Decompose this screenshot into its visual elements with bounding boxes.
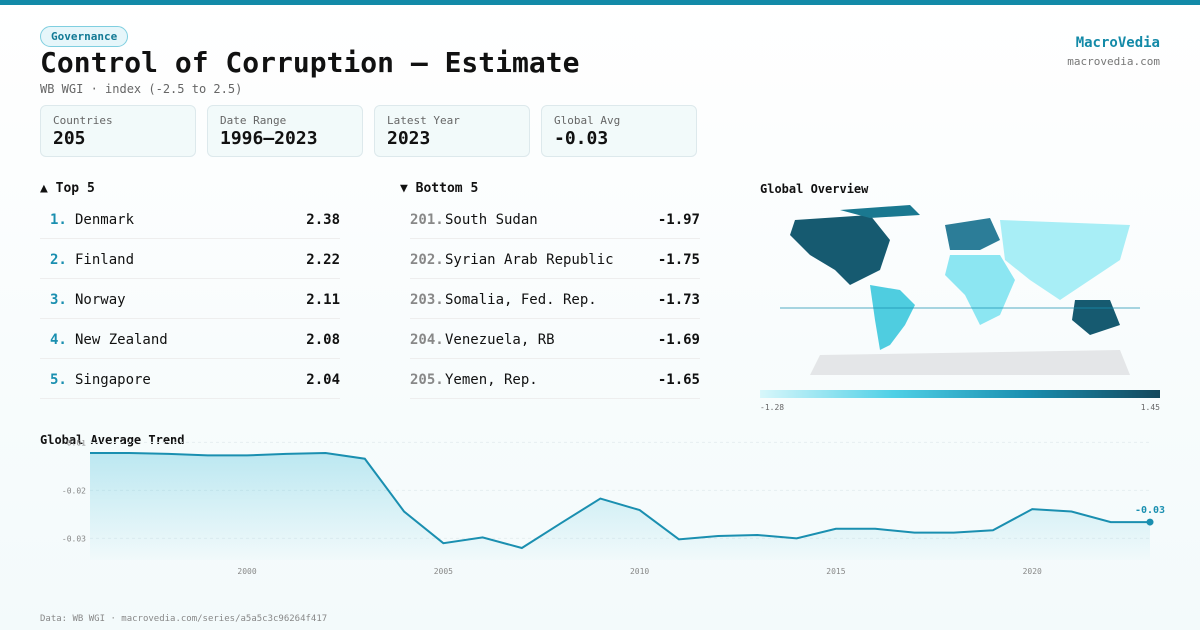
y-tick-label: -0.01 bbox=[62, 440, 86, 447]
top-stripe bbox=[0, 0, 1200, 5]
greenland bbox=[840, 205, 920, 218]
north-america bbox=[790, 215, 890, 285]
y-tick-label: -0.02 bbox=[62, 486, 86, 495]
stat-card: Countries 205 bbox=[40, 105, 196, 157]
line bbox=[90, 451, 1150, 550]
rank: 2. bbox=[50, 252, 67, 268]
country: Finland bbox=[75, 252, 135, 268]
world-map bbox=[780, 205, 1140, 375]
scale-max: 1.45 bbox=[1140, 403, 1160, 412]
rank-row: 203. Somalia, Fed. Rep. -1.73 bbox=[410, 278, 700, 319]
stat-label: Global Avg bbox=[554, 114, 621, 127]
top-title: ▲ Top 5 bbox=[40, 181, 95, 196]
rank-row: 1. Denmark 2.38 bbox=[40, 198, 340, 239]
value: 2.04 bbox=[306, 372, 340, 388]
rank: 205. bbox=[410, 372, 444, 388]
scale-min: -1.28 bbox=[760, 403, 785, 412]
rank-row: 202. Syrian Arab Republic -1.75 bbox=[410, 238, 700, 279]
stat-card: Date Range 1996–2023 bbox=[207, 105, 363, 157]
africa bbox=[945, 255, 1015, 325]
color-scale bbox=[760, 390, 1160, 398]
country: Norway bbox=[75, 292, 126, 308]
rank: 201. bbox=[410, 212, 444, 228]
rank: 1. bbox=[50, 212, 67, 228]
rank-row: 4. New Zealand 2.08 bbox=[40, 318, 340, 359]
stat-value: -0.03 bbox=[554, 128, 609, 149]
value: 2.11 bbox=[306, 292, 340, 308]
antarctica bbox=[810, 350, 1130, 375]
map-title: Global Overview bbox=[760, 182, 869, 196]
stat-card: Global Avg -0.03 bbox=[541, 105, 697, 157]
rank: 4. bbox=[50, 332, 67, 348]
value-label: -0.03 bbox=[1135, 505, 1165, 516]
subtitle: WB WGI · index (-2.5 to 2.5) bbox=[40, 82, 243, 96]
value: 2.22 bbox=[306, 252, 340, 268]
value: -1.97 bbox=[657, 212, 700, 228]
south-america bbox=[870, 285, 915, 350]
europe bbox=[945, 218, 1000, 250]
value: -1.65 bbox=[657, 372, 700, 388]
rank-row: 2. Finland 2.22 bbox=[40, 238, 340, 279]
trend-chart: -0.01 -0.02 -0.03 2000 2005 2010 2015 2020 -0.03 bbox=[62, 440, 1165, 576]
rank-row: 3. Norway 2.11 bbox=[40, 278, 340, 319]
rank: 203. bbox=[410, 292, 444, 308]
value: -1.73 bbox=[657, 292, 700, 308]
value: 2.08 bbox=[306, 332, 340, 348]
stat-value: 2023 bbox=[387, 128, 431, 149]
australia bbox=[1072, 300, 1120, 335]
stat-label: Latest Year bbox=[387, 114, 460, 127]
tag: Governance bbox=[40, 26, 129, 47]
value: -1.69 bbox=[657, 332, 700, 348]
country: Somalia, Fed. Rep. bbox=[445, 292, 597, 308]
x-tick-label: 2010 bbox=[630, 567, 649, 576]
country: Syrian Arab Republic bbox=[445, 252, 614, 268]
footer: Data: WB WGI · macrovedia.com/series/a5a… bbox=[40, 614, 328, 624]
area bbox=[90, 452, 1150, 560]
x-tick-label: 2020 bbox=[1023, 567, 1042, 576]
stat-card: Latest Year 2023 bbox=[374, 105, 530, 157]
x-tick-label: 2000 bbox=[237, 567, 256, 576]
bottom-title: ▼ Bottom 5 bbox=[400, 181, 479, 196]
country: Yemen, Rep. bbox=[445, 372, 538, 388]
country: New Zealand bbox=[75, 332, 168, 348]
rank: 3. bbox=[50, 292, 67, 308]
value: -1.75 bbox=[657, 252, 700, 268]
stat-label: Countries bbox=[53, 114, 113, 127]
rank-row: 205. Yemen, Rep. -1.65 bbox=[410, 358, 700, 399]
rank-row: 204. Venezuela, RB -1.69 bbox=[410, 318, 700, 359]
title: Control of Corruption — Estimate bbox=[40, 46, 580, 79]
rank: 5. bbox=[50, 372, 67, 388]
country: Denmark bbox=[75, 212, 135, 228]
rank: 204. bbox=[410, 332, 444, 348]
country: Singapore bbox=[75, 372, 151, 388]
rank-row: 201. South Sudan -1.97 bbox=[410, 198, 700, 239]
rank: 202. bbox=[410, 252, 444, 268]
x-tick-label: 2015 bbox=[826, 567, 845, 576]
asia bbox=[1000, 220, 1130, 300]
stat-value: 205 bbox=[53, 128, 86, 149]
stat-value: 1996–2023 bbox=[220, 128, 318, 149]
stat-label: Date Range bbox=[220, 114, 287, 127]
value: 2.38 bbox=[306, 212, 340, 228]
x-tick-label: 2005 bbox=[434, 567, 453, 576]
y-tick-label: -0.03 bbox=[62, 534, 86, 543]
chart-title: Global Average Trend bbox=[40, 433, 185, 447]
country: South Sudan bbox=[445, 212, 538, 228]
site: macrovedia.com bbox=[1067, 55, 1160, 68]
rank-row: 5. Singapore 2.04 bbox=[40, 358, 340, 399]
country: Venezuela, RB bbox=[445, 332, 555, 348]
end-point bbox=[1146, 518, 1154, 526]
brand: MacroVedia bbox=[1075, 35, 1160, 51]
